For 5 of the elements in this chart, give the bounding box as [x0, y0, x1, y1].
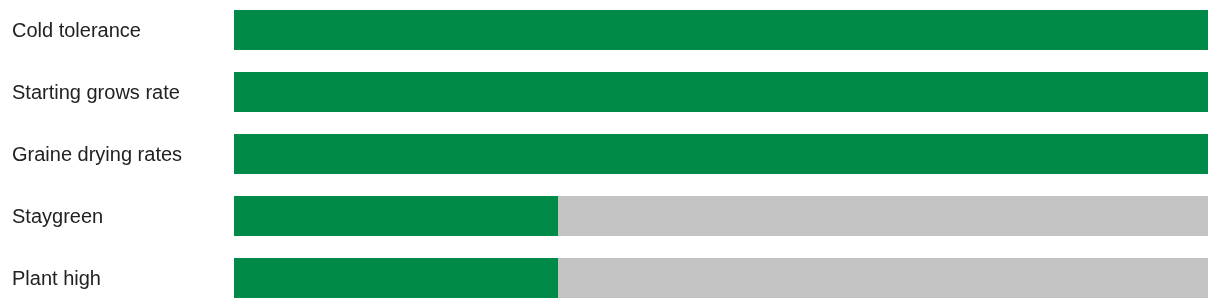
y-tick-label: Staygreen	[12, 205, 104, 227]
y-tick-label: Starting grows rate	[12, 81, 180, 103]
y-tick-label: Cold tolerance	[12, 19, 141, 41]
y-tick-label: Plant high	[12, 267, 101, 289]
y-tick-label: Graine drying rates	[12, 143, 183, 165]
